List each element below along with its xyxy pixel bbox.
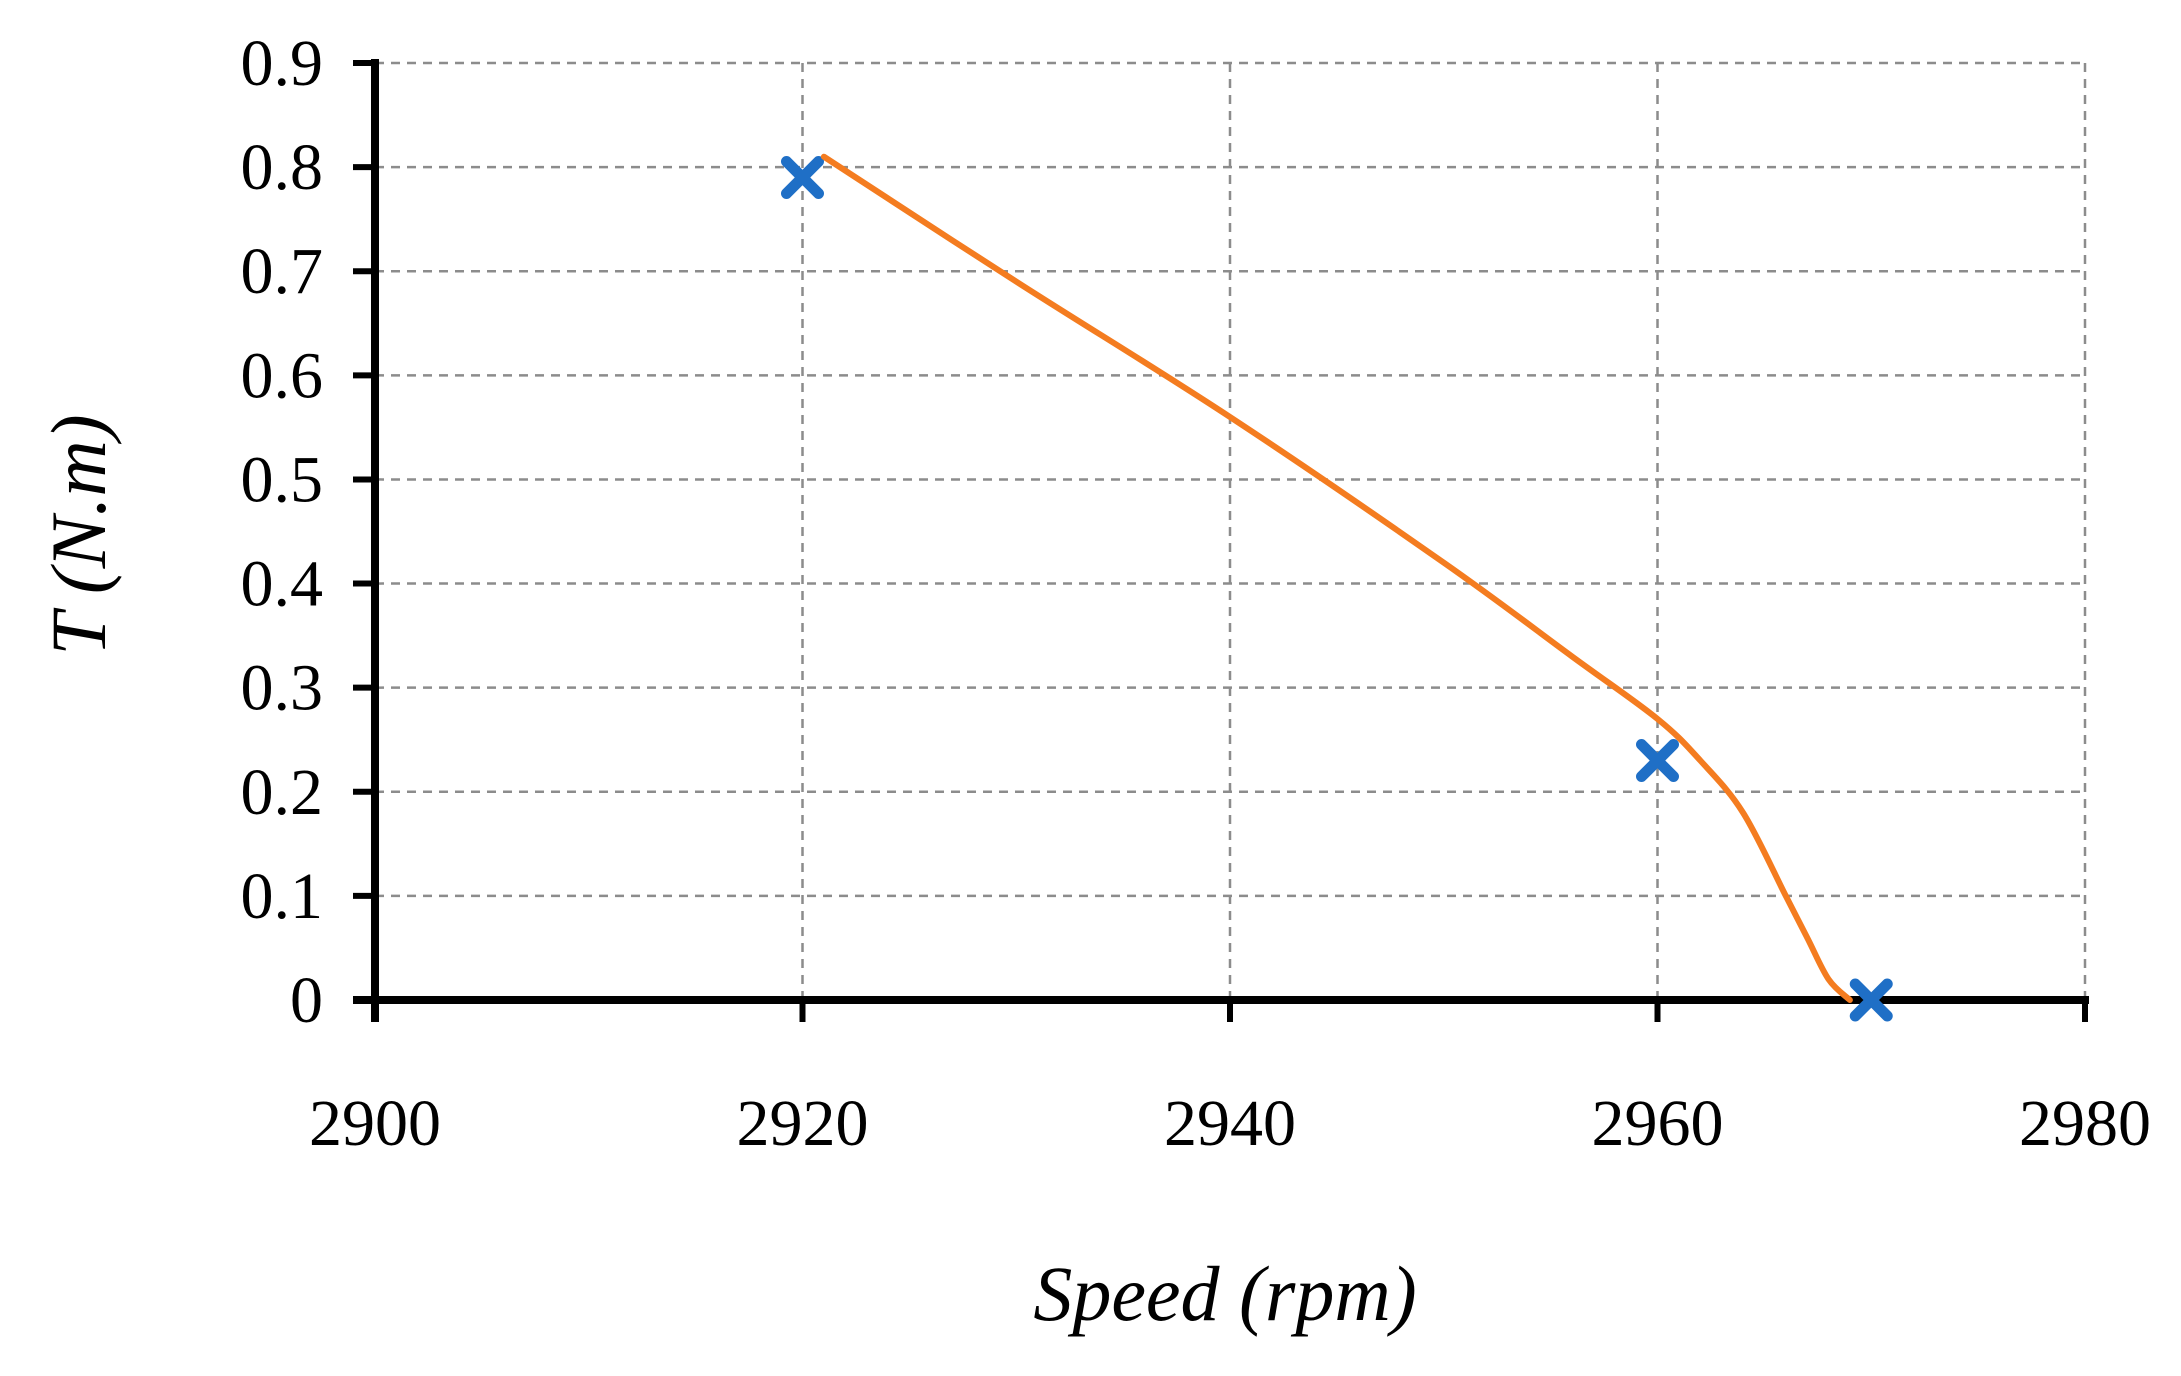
x-tick-label-1: 2920 bbox=[737, 1087, 869, 1160]
marker-stroke-b-1 bbox=[1636, 739, 1679, 783]
y-tick-label-3: 0.3 bbox=[241, 652, 324, 725]
data-point-marker-2 bbox=[1849, 978, 1893, 1022]
axes bbox=[353, 59, 2089, 1022]
y-tick-label-0: 0 bbox=[290, 964, 323, 1037]
x-tick-label-4: 2980 bbox=[2019, 1087, 2151, 1160]
y-tick-label-7: 0.7 bbox=[241, 235, 324, 308]
x-axis-title: Speed (rpm) bbox=[1033, 1250, 1416, 1337]
grid-lines bbox=[375, 61, 2087, 1000]
marker-stroke-b-0 bbox=[781, 156, 824, 200]
x-tick-label-0: 2900 bbox=[309, 1087, 441, 1160]
data-series bbox=[781, 153, 1893, 1022]
y-axis-title: T (N.m) bbox=[35, 414, 122, 655]
y-tick-label-4: 0.4 bbox=[241, 548, 324, 621]
y-tick-label-1: 0.1 bbox=[241, 860, 324, 933]
y-tick-label-9: 0.9 bbox=[241, 27, 324, 100]
x-tick-label-3: 2960 bbox=[1592, 1087, 1724, 1160]
y-tick-label-5: 0.5 bbox=[241, 443, 324, 516]
data-point-marker-0 bbox=[781, 156, 824, 200]
series-line-1 bbox=[820, 153, 1853, 1003]
tick-labels: 0 0.1 0.2 0.3 0.4 0.5 0.6 0.7 0.8 0.9 2900 2920 2940… bbox=[241, 27, 2152, 1160]
marker-stroke-b-2 bbox=[1849, 978, 1893, 1022]
y-tick-label-6: 0.6 bbox=[241, 339, 324, 412]
x-tick-label-2: 2940 bbox=[1164, 1087, 1296, 1160]
y-tick-label-2: 0.2 bbox=[241, 756, 324, 829]
y-tick-label-8: 0.8 bbox=[241, 131, 324, 204]
data-point-marker-1 bbox=[1636, 739, 1679, 783]
